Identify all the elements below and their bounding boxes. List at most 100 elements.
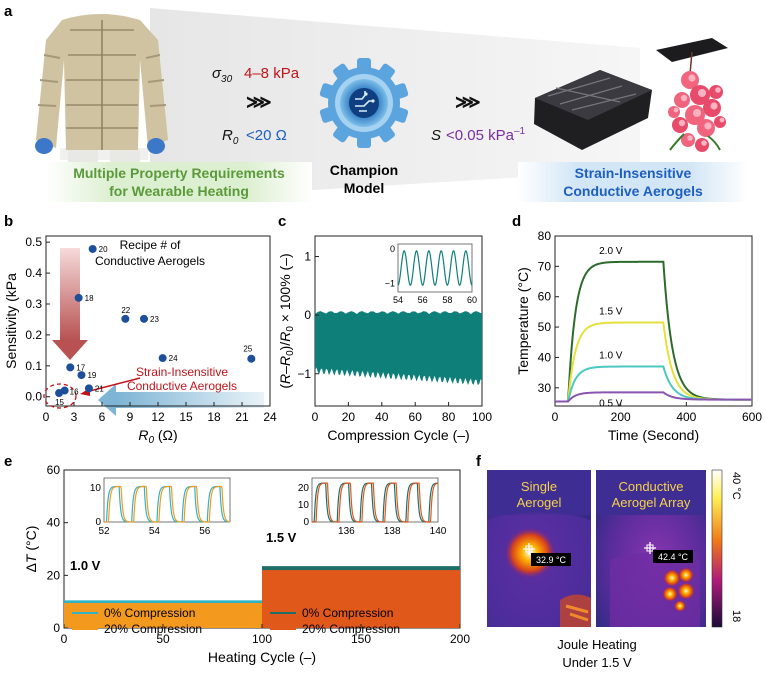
y-tick-label: −1 — [297, 367, 311, 381]
data-point-label: 23 — [150, 315, 159, 324]
x-tick-label: 80 — [442, 410, 456, 424]
chart-b: 0 3 6 9 12 15 18 21 24 0.0 0.1 0.2 0.3 0.4 0.5 20 18 22 23… — [3, 235, 277, 446]
data-point-label: 17 — [76, 363, 85, 372]
legend-label: 20% Compression — [104, 622, 202, 636]
inset-y-tick-label: 0 — [95, 517, 101, 528]
svg-text:<0.05 kPa–1: <0.05 kPa–1 — [446, 126, 526, 144]
champion-label-2: Model — [344, 180, 384, 196]
y-tick-label: 0.0 — [25, 390, 42, 404]
x-axis-label: R0 (Ω) — [138, 427, 177, 446]
requirement-r0-value: <20 Ω — [246, 127, 287, 144]
svg-text:S: S — [431, 127, 441, 144]
flower-highlight — [704, 122, 712, 130]
x-tick-label: 100 — [472, 410, 492, 424]
thermal-image-single — [487, 470, 591, 627]
data-point — [158, 354, 167, 363]
x-tick-label: 60 — [409, 410, 423, 424]
f-caption-1: Joule Heating — [557, 637, 637, 652]
flower-blossom — [709, 85, 723, 99]
panel-a-label: a — [4, 3, 13, 20]
inset-x-tick-label: 56 — [199, 526, 211, 537]
highlight-circle — [43, 383, 77, 409]
svg-text:σ30: σ30 — [212, 65, 233, 85]
blue-aerogel-box — [518, 162, 748, 202]
x-tick-label: 20 — [342, 410, 356, 424]
panel-a: a σ30 4–8 kPa ⋙ R0 <20 Ω ⋙ S <0.05 k — [4, 3, 748, 202]
y-tick-label: 20 — [47, 568, 61, 582]
temperature-series-line — [555, 365, 752, 403]
series-label: 1.5 V — [599, 307, 623, 318]
y-axis-label: Sensitivity (kPa — [3, 273, 19, 369]
legend-label: 20% Compression — [302, 622, 400, 636]
x-axis-label: Heating Cycle (–) — [208, 649, 316, 665]
thermal-left-reading-bg — [531, 553, 571, 566]
panel-f-label: f — [476, 453, 482, 470]
inset-frame — [397, 243, 473, 293]
y-tick-label: 50 — [538, 320, 552, 334]
panel-b-label: b — [4, 213, 13, 230]
inset-x-tick-label: 60 — [467, 295, 477, 305]
data-point — [84, 384, 93, 393]
temperature-series-line — [555, 391, 753, 403]
thermal-right-reading: 42.4 °C — [658, 552, 689, 562]
thermal-left-title-2: Aerogel — [517, 495, 562, 510]
y-tick-label: 70 — [538, 259, 552, 273]
data-point — [247, 354, 256, 363]
requirement-s: S <0.05 kPa–1 — [431, 126, 526, 144]
resistance-left-arrowhead — [98, 384, 116, 416]
x-tick-label: 400 — [676, 410, 696, 424]
y-axis-label: Temperature (°C) — [515, 267, 531, 375]
thermal-right-title-2: Aerogel Array — [612, 495, 691, 510]
temperature-scale-bar — [711, 469, 723, 628]
flower-highlight — [673, 107, 679, 113]
y-tick-label: 0 — [304, 308, 311, 322]
y-tick-label: 60 — [47, 463, 61, 477]
inset-cycle-line — [103, 485, 231, 523]
x-tick-label: 24 — [263, 410, 277, 424]
flower-highlight — [693, 109, 701, 117]
flower-blossom — [695, 138, 709, 152]
series-label: 1.0 V — [599, 351, 623, 362]
cycle-signal-band — [315, 311, 482, 386]
inset-y-tick-label: 20 — [298, 483, 310, 494]
y-tick-label: 0.3 — [25, 297, 42, 311]
y-axis-label: (R–R0)/R0 × 100% (–) — [277, 253, 296, 388]
inset-x-tick-label: 54 — [149, 526, 161, 537]
x-tick-label: 200 — [611, 410, 631, 424]
flower-blossom — [668, 106, 680, 118]
crosshair-icon-left — [523, 543, 535, 555]
x-tick-label: 6 — [99, 410, 106, 424]
panel-c-label: c — [278, 213, 286, 230]
flower-highlight — [698, 89, 706, 97]
sensitivity-down-arrowhead — [52, 340, 88, 360]
data-point-label: 21 — [95, 384, 104, 393]
inset-x-tick-label: 136 — [338, 526, 355, 537]
inset-y-tick-label: −1 — [385, 278, 395, 288]
x-tick-label: 12 — [151, 410, 165, 424]
data-point — [74, 293, 83, 302]
y-tick-label: 0.2 — [25, 328, 42, 342]
chart-c: 0 20 40 60 80 100 −1 0 1 Compression Cycle (–) (R–… — [277, 235, 492, 443]
y-tick-label: 40 — [538, 350, 552, 364]
inset-cycle-line — [311, 482, 439, 523]
arrows-icon-1: ⋙ — [246, 92, 272, 112]
x-tick-label: 0 — [552, 410, 559, 424]
panel-d: d 2.0 V 1.5 V 1.0 V 0.5 V 0 200 400 600 30 40 50 60… — [512, 213, 762, 443]
data-point — [77, 371, 86, 380]
data-point — [66, 363, 75, 372]
annotation-arrow-line — [85, 377, 141, 393]
series-label: 0.5 V — [599, 398, 623, 409]
y-tick-label: 80 — [538, 229, 552, 243]
inset-y-tick-label: 0 — [390, 244, 395, 254]
requirement-sigma: σ30 4–8 kPa — [212, 65, 300, 85]
data-point-label: 15 — [55, 398, 64, 407]
x-tick-label: 3 — [71, 410, 78, 424]
panel-f: f Single Aerogel 32.9 °C C — [476, 453, 742, 670]
x-tick-label: 15 — [179, 410, 193, 424]
x-axis-label: Time (Second) — [608, 427, 699, 443]
y-tick-label: 40 — [47, 516, 61, 530]
b-legend-line-1: Recipe # of — [120, 238, 181, 252]
y-tick-label: 0.5 — [25, 235, 42, 249]
